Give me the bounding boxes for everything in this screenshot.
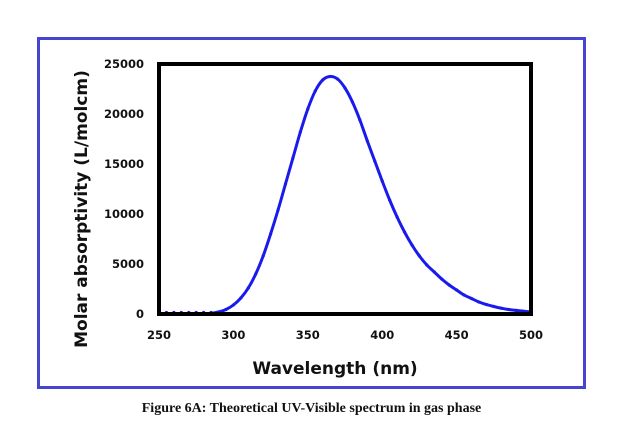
data-point (455, 288, 459, 292)
x-tick-label: 450 (445, 328, 469, 342)
data-point (440, 277, 444, 281)
figure-frame (37, 37, 586, 389)
data-point (514, 308, 518, 312)
data-point (373, 159, 377, 163)
data-point (276, 208, 280, 212)
x-tick-label: 250 (147, 328, 171, 342)
data-point (224, 307, 228, 312)
y-tick-labels: 0 5000 10000 15000 20000 25000 (104, 57, 144, 321)
y-tick-label: 15000 (104, 157, 144, 171)
y-tick-label: 20000 (104, 107, 144, 121)
x-tick-labels: 250 300 350 400 450 500 (147, 328, 543, 342)
data-point (261, 254, 265, 258)
data-point (298, 130, 302, 134)
data-point (269, 232, 273, 236)
data-point (306, 107, 310, 111)
data-point (239, 296, 243, 300)
y-tick-label: 10000 (104, 207, 144, 221)
data-point (507, 307, 511, 312)
data-point (380, 179, 384, 183)
data-point (365, 139, 369, 143)
x-tick-label: 350 (296, 328, 320, 342)
data-point (343, 86, 347, 90)
data-point (484, 302, 488, 307)
data-point (283, 182, 288, 186)
data-point (395, 215, 399, 219)
data-point (417, 254, 421, 258)
data-point (328, 74, 332, 79)
data-point (246, 286, 250, 290)
data-point (358, 118, 362, 122)
plot-area-border (157, 62, 533, 316)
data-point (410, 243, 414, 247)
y-tick-label: 0 (136, 307, 144, 321)
data-point (313, 89, 317, 93)
data-point (402, 230, 407, 234)
data-point (231, 303, 235, 307)
series-spectrum (157, 74, 533, 316)
x-tick-label: 400 (370, 328, 394, 342)
data-point (462, 293, 466, 297)
data-point (350, 100, 355, 104)
series-line (159, 74, 532, 316)
data-point (492, 304, 496, 309)
data-point (335, 77, 340, 81)
y-tick-label: 5000 (112, 257, 144, 271)
data-point (469, 296, 474, 301)
data-point (254, 272, 258, 276)
data-point (291, 156, 295, 160)
data-point (499, 306, 503, 310)
x-tick-label: 500 (519, 328, 543, 342)
data-point (447, 283, 451, 287)
data-point (388, 198, 392, 202)
x-tick-label: 300 (221, 328, 245, 342)
figure-caption: Figure 6A: Theoretical UV-Visible spectr… (141, 401, 482, 416)
data-point (477, 300, 481, 304)
y-axis-label: Molar absorptivity (L/molcm) (72, 70, 92, 348)
y-tick-label: 25000 (104, 57, 144, 71)
x-axis-label: Wavelength (nm) (252, 359, 417, 379)
data-point (425, 263, 429, 267)
data-point (432, 270, 436, 274)
data-point (321, 78, 325, 82)
